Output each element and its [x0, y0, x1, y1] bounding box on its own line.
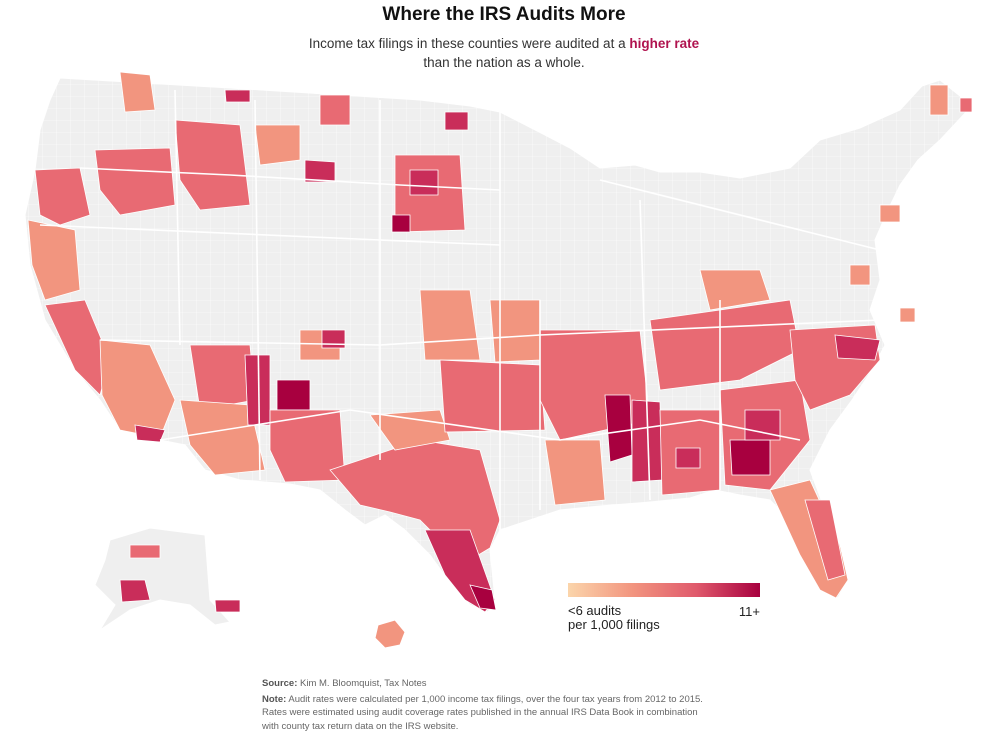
state-borders [39, 89, 881, 540]
legend-gradient-bar [568, 583, 760, 597]
legend-min-line1: <6 audits [568, 603, 622, 618]
high-rate-counties [27, 71, 973, 613]
map-subtitle: Income tax filings in these counties wer… [0, 34, 1008, 72]
note-line2: Rates were estimated using audit coverag… [262, 707, 698, 719]
subtitle-line2: than the nation as a whole. [423, 55, 585, 70]
source-text: Kim M. Bloomquist, Tax Notes [300, 678, 427, 689]
note-line3: with county tax return data on the IRS w… [262, 720, 459, 732]
note-label: Note: [262, 694, 287, 706]
alaska-shape [94, 527, 231, 631]
subtitle-text: Income tax filings in these counties wer… [308, 36, 630, 51]
subtitle-highlight: higher rate [629, 36, 700, 51]
legend-min-label: <6 audits per 1,000 filings [568, 604, 660, 632]
hawaii-shape [374, 619, 406, 649]
note-line1: Audit rates were calculated per 1,000 in… [288, 694, 703, 706]
color-legend: <6 audits per 1,000 filings 11+ [568, 583, 762, 632]
legend-min-line2: per 1,000 filings [568, 617, 660, 632]
source-notes: Source: Kim M. Bloomquist, Tax Notes Not… [262, 677, 782, 733]
legend-max-label: 11+ [738, 604, 760, 619]
source-label: Source: [262, 678, 298, 689]
map-title: Where the IRS Audits More [382, 4, 626, 25]
